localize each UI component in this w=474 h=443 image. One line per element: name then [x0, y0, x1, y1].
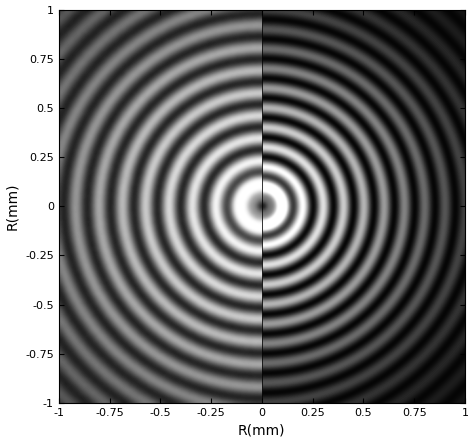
Y-axis label: R(mm): R(mm): [6, 183, 19, 230]
X-axis label: R(mm): R(mm): [238, 424, 285, 437]
